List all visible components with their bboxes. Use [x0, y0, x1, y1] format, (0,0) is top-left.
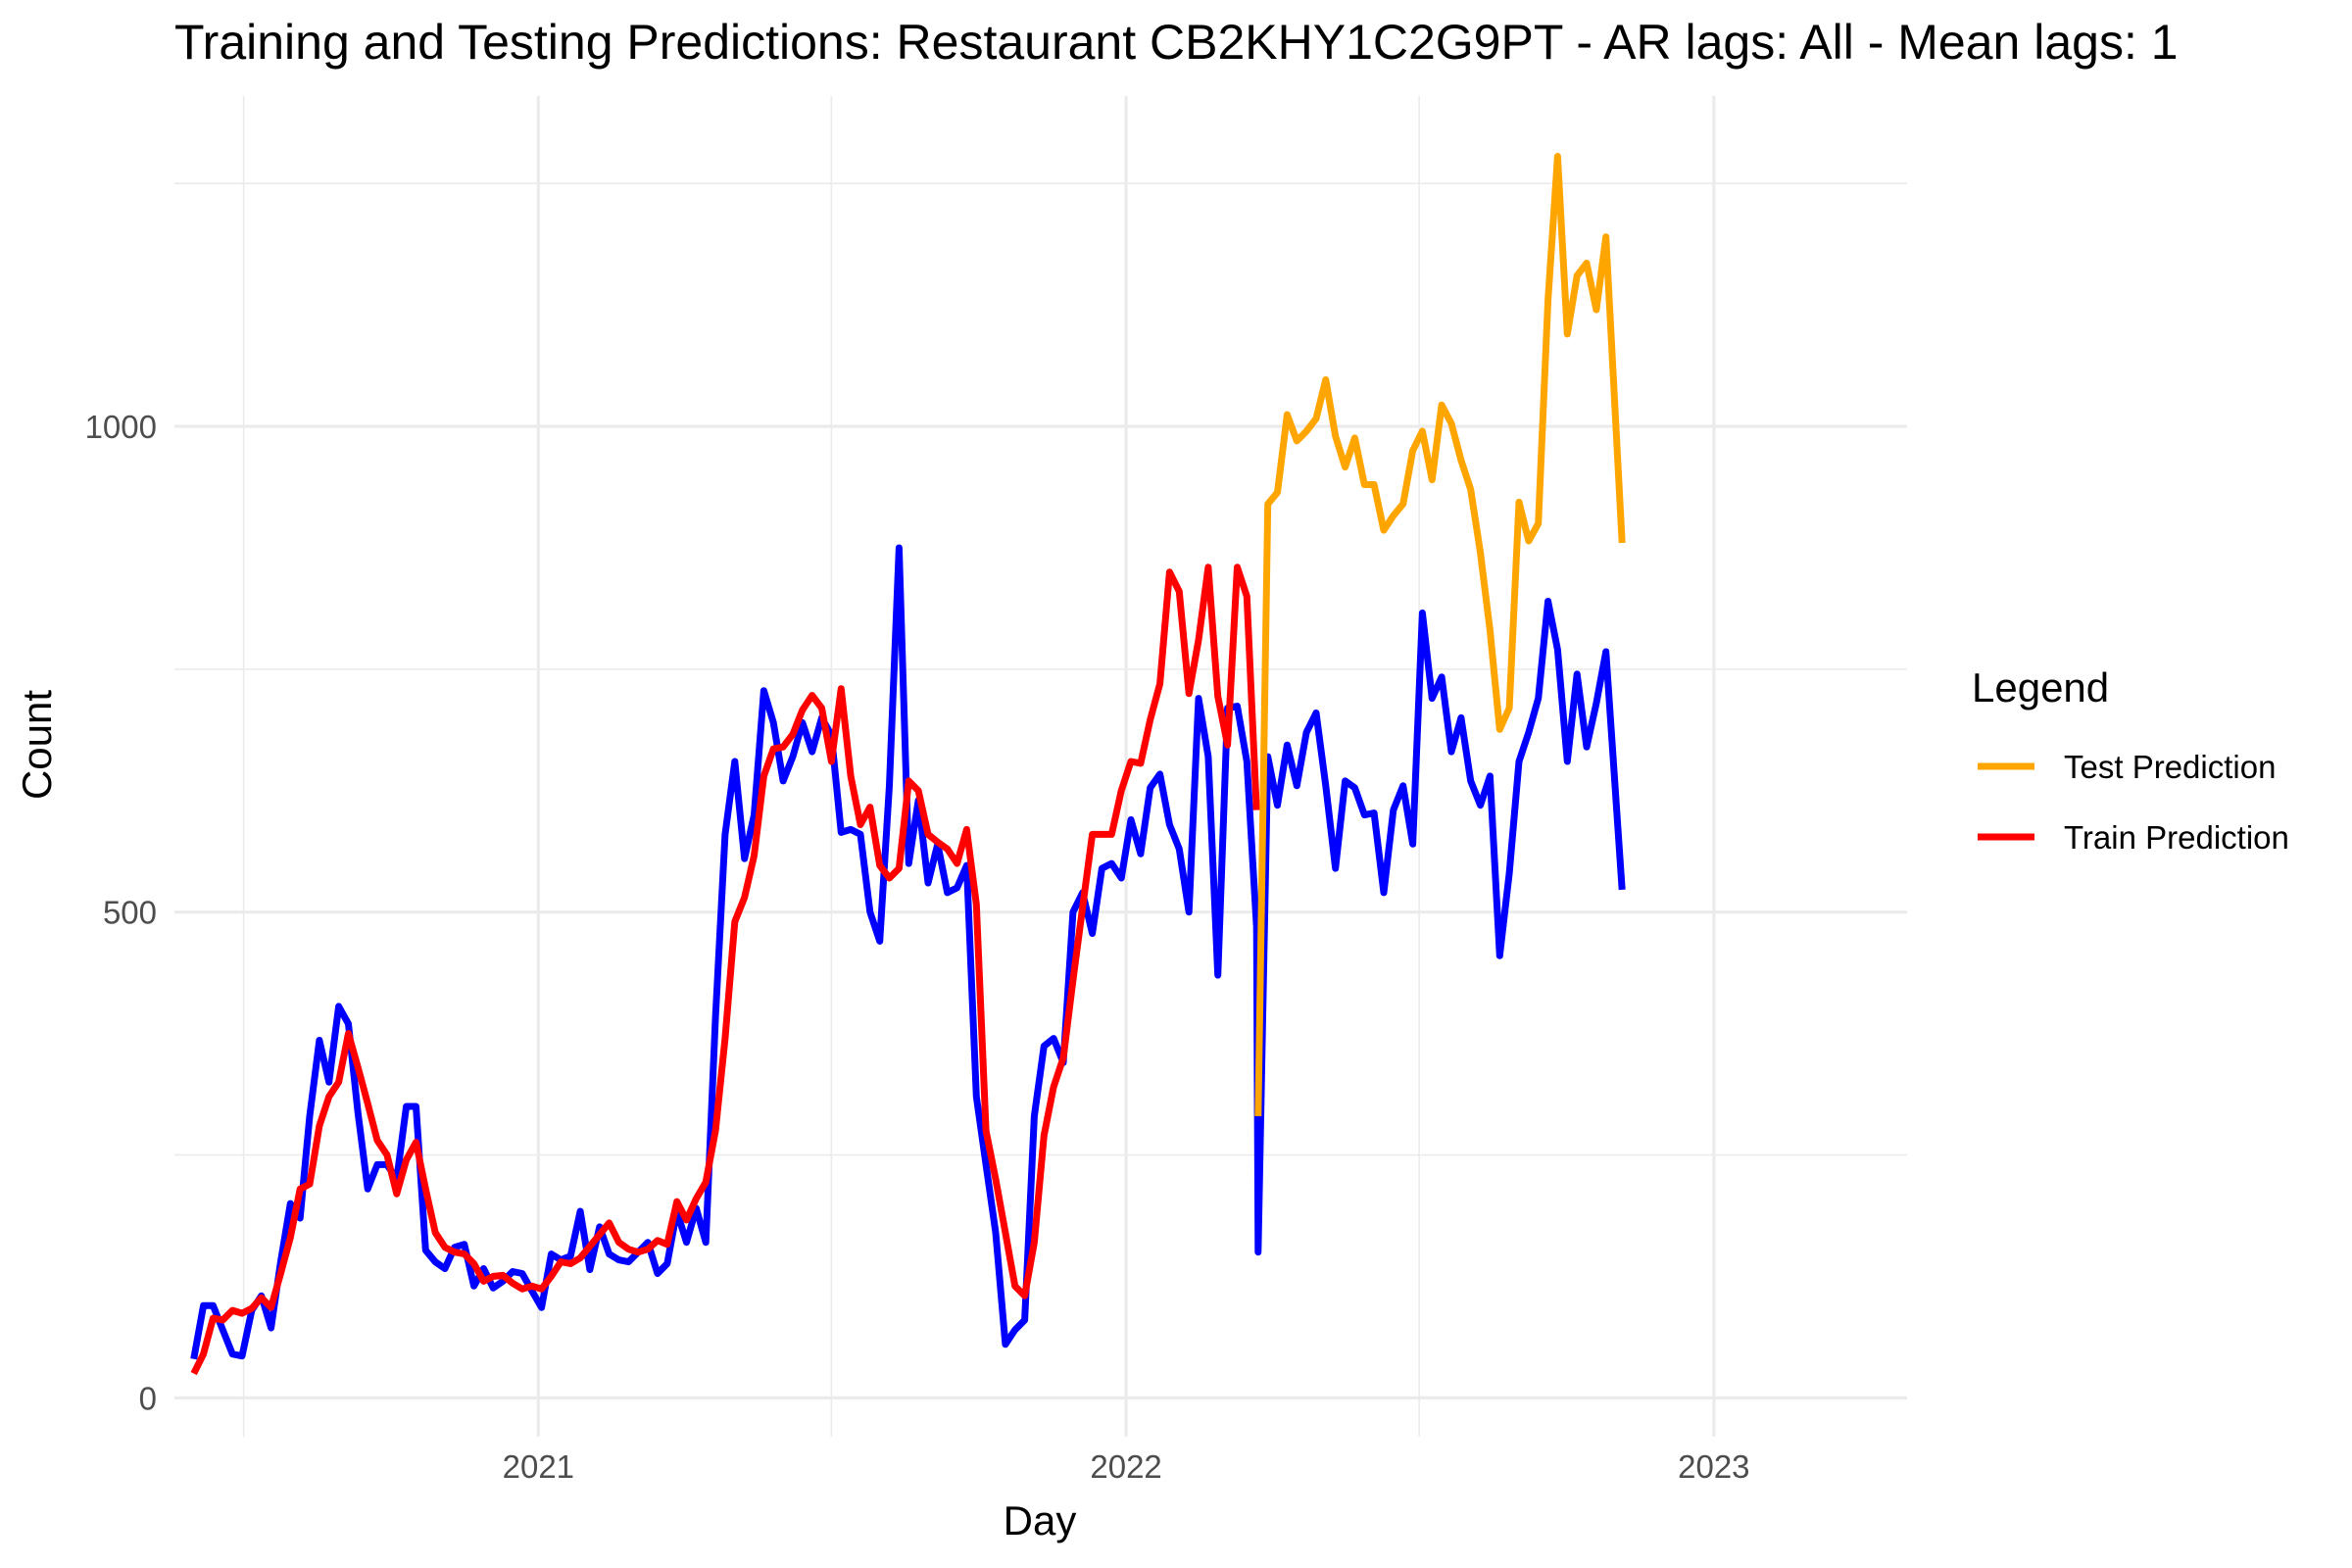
- y-axis-ticks: 0 500 1000: [85, 409, 157, 1416]
- plot-series: [190, 153, 1626, 1376]
- legend-entries: Test Prediction Train Prediction: [1978, 749, 2289, 856]
- chart-title: Training and Testing Predictions: Restau…: [174, 15, 2179, 70]
- x-tick-label-1: 2022: [1090, 1448, 1161, 1485]
- y-tick-label-0: 0: [139, 1380, 157, 1416]
- x-axis-title: Day: [1004, 1497, 1077, 1544]
- y-tick-label-2: 1000: [85, 409, 157, 445]
- legend-label-1: Train Prediction: [2064, 819, 2289, 856]
- series-line-2: [1254, 153, 1626, 1116]
- legend: Legend Test Prediction Train Prediction: [1972, 664, 2289, 856]
- legend-label-0: Test Prediction: [2064, 749, 2276, 785]
- series-line-0: [190, 544, 1626, 1360]
- legend-title: Legend: [1972, 664, 2109, 710]
- x-axis-ticks: 2021 2022 2023: [503, 1448, 1750, 1485]
- y-axis-title: Count: [14, 690, 60, 800]
- x-tick-label-2: 2023: [1678, 1448, 1749, 1485]
- series-line-1: [190, 564, 1260, 1376]
- x-tick-label-0: 2021: [503, 1448, 574, 1485]
- y-tick-label-1: 500: [103, 895, 157, 931]
